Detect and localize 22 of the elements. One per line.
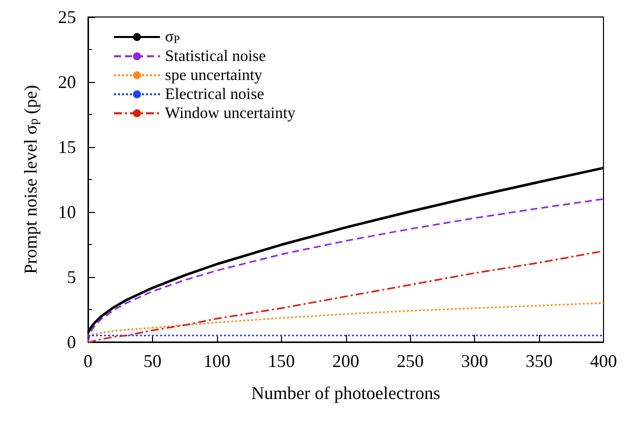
- y-tick-label: 5: [67, 267, 76, 287]
- x-tick-label: 50: [143, 351, 162, 371]
- x-axis-title: Number of photoelectrons: [251, 383, 440, 403]
- y-tick-label: 20: [58, 72, 76, 92]
- legend-label: σP: [165, 28, 180, 46]
- x-tick-label: 100: [203, 351, 230, 371]
- legend-label: spe uncertainty: [165, 66, 262, 84]
- y-tick-label: 10: [58, 202, 76, 222]
- legend-label: Window uncertainty: [165, 104, 296, 122]
- y-axis-title: Prompt noise level σp (pe): [20, 85, 40, 274]
- x-tick-label: 400: [590, 351, 617, 371]
- x-tick-label: 0: [84, 351, 92, 371]
- y-tick-label: 0: [67, 332, 76, 352]
- x-tick-label: 300: [461, 351, 488, 371]
- legend-label: Electrical noise: [165, 86, 264, 103]
- y-tick-label: 25: [58, 7, 76, 27]
- x-tick-label: 150: [268, 351, 295, 371]
- x-tick-label: 350: [526, 351, 553, 371]
- x-tick-label: 200: [332, 351, 360, 371]
- legend-label: Statistical noise: [165, 48, 266, 65]
- y-tick-label: 15: [58, 137, 76, 157]
- x-tick-label: 250: [396, 351, 424, 371]
